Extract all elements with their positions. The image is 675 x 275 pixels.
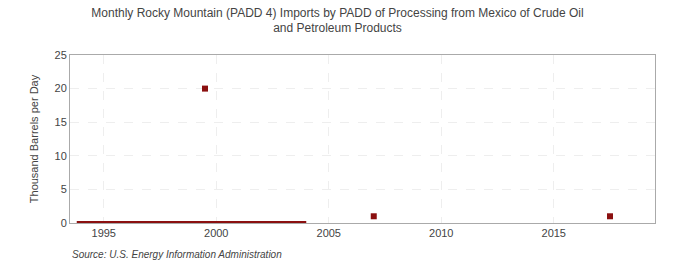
- svg-text:Source: U.S. Energy Informatio: Source: U.S. Energy Information Administ…: [72, 249, 282, 260]
- svg-text:2005: 2005: [317, 227, 341, 239]
- svg-text:0: 0: [61, 217, 67, 229]
- svg-text:5: 5: [61, 183, 67, 195]
- svg-text:15: 15: [55, 116, 67, 128]
- svg-text:10: 10: [55, 150, 67, 162]
- svg-text:Monthly Rocky Mountain (PADD 4: Monthly Rocky Mountain (PADD 4) Imports …: [91, 6, 583, 36]
- svg-text:2010: 2010: [429, 227, 453, 239]
- svg-text:20: 20: [55, 82, 67, 94]
- svg-text:25: 25: [55, 49, 67, 61]
- svg-text:2000: 2000: [204, 227, 228, 239]
- svg-text:Thousand Barrels per Day: Thousand Barrels per Day: [28, 74, 40, 203]
- svg-text:1995: 1995: [92, 227, 116, 239]
- svg-text:2015: 2015: [542, 227, 566, 239]
